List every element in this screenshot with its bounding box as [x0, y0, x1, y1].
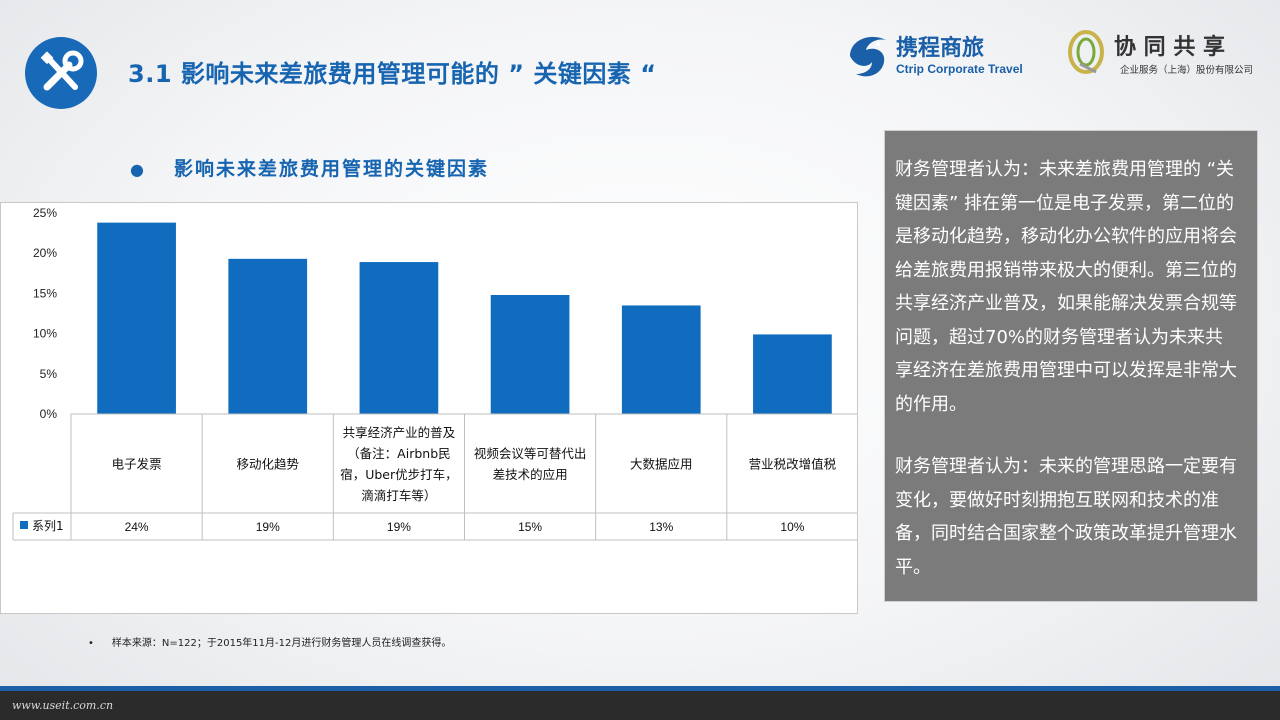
ctrip-logo: 携程商旅 Ctrip Corporate Travel — [842, 26, 1042, 86]
y-tick-label: 20% — [33, 246, 57, 260]
footnote: • 样本来源：N=122；于2015年11月-12月进行财务管理人员在线调查获得。 — [88, 634, 451, 649]
data-value-label: 24% — [125, 520, 149, 534]
data-value-label: 13% — [649, 520, 673, 534]
category-label: 移动化趋势 — [236, 457, 299, 472]
legend-series-name: 系列1 — [32, 519, 64, 533]
commentary-paragraph-1: 财务管理者认为：未来差旅费用管理的 “关键因素” 排在第一位是电子发票，第二位的… — [895, 159, 1237, 415]
category-label: 营业税改增值税 — [749, 457, 837, 472]
category-label: （备注：Airbnb民 — [347, 446, 450, 461]
tools-icon — [25, 37, 97, 109]
y-tick-label: 15% — [33, 286, 57, 300]
watermark: www.useit.com.cn — [12, 699, 114, 712]
y-tick-label: 25% — [33, 206, 57, 220]
data-value-label: 19% — [387, 520, 411, 534]
category-label: 差技术的应用 — [493, 467, 568, 482]
partner-logo-sub: 企业服务（上海）股份有限公司 — [1120, 64, 1253, 76]
bar — [490, 295, 570, 414]
legend-swatch — [20, 521, 28, 529]
ctrip-logo-cn: 携程商旅 — [896, 35, 984, 61]
partner-logo: 协 同 共 享 企业服务（上海）股份有限公司 — [1062, 24, 1277, 84]
bar — [621, 305, 701, 414]
y-tick-label: 5% — [40, 367, 58, 381]
y-tick-label: 0% — [40, 407, 58, 421]
data-value-label: 10% — [780, 520, 804, 534]
category-label: 视频会议等可替代出 — [474, 446, 587, 461]
commentary-box: 财务管理者认为：未来差旅费用管理的 “关键因素” 排在第一位是电子发票，第二位的… — [884, 130, 1258, 602]
category-label: 共享经济产业的普及 — [343, 425, 456, 440]
bullet-icon: ● — [130, 160, 146, 179]
category-label: 电子发票 — [112, 457, 162, 472]
bar — [359, 262, 439, 414]
category-label: 宿，Uber优步打车， — [340, 467, 457, 482]
bar — [97, 222, 176, 414]
data-value-label: 19% — [256, 520, 280, 534]
bar — [228, 258, 308, 414]
commentary-paragraph-2: 财务管理者认为：未来的管理思路一定要有变化，要做好时刻拥抱互联网和技术的准备，同… — [895, 456, 1237, 578]
page-title: 3.1 影响未来差旅费用管理可能的 ” 关键因素 “ — [128, 60, 657, 88]
category-label: 大数据应用 — [630, 457, 693, 472]
y-tick-label: 10% — [33, 327, 57, 341]
subheading-text: 影响未来差旅费用管理的关键因素 — [173, 158, 489, 180]
category-label: 滴滴打车等） — [361, 488, 436, 503]
chart-frame: 25% 20% 15% 10% 5% 0% 电子发票 移动化趋势 共享经济产业的普及 （备注：Ai… — [0, 202, 859, 614]
bar — [753, 334, 832, 414]
ctrip-logo-en: Ctrip Corporate Travel — [896, 62, 1023, 76]
footnote-bullet: • — [88, 638, 94, 649]
footnote-text: 样本来源：N=122；于2015年11月-12月进行财务管理人员在线调查获得。 — [111, 638, 452, 649]
bar-chart: 25% 20% 15% 10% 5% 0% 电子发票 移动化趋势 共享经济产业的普及 （备注：Ai… — [12, 206, 859, 541]
chart-subheading: ● 影响未来差旅费用管理的关键因素 — [130, 154, 489, 181]
data-value-label: 15% — [518, 520, 542, 534]
bottom-bar — [0, 686, 1280, 720]
partner-logo-cn: 协 同 共 享 — [1114, 34, 1225, 60]
